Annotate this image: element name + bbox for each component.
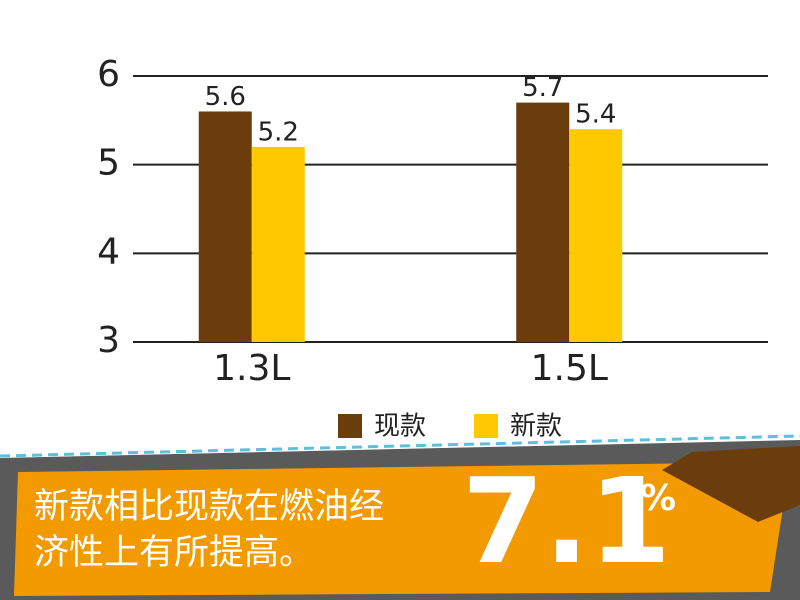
- banner-decoration: [662, 446, 800, 522]
- legend-label: 新款: [510, 412, 562, 442]
- bar: [198, 111, 252, 342]
- value-label: 5.4: [575, 100, 616, 130]
- legend-swatch: [474, 414, 498, 438]
- bar: [251, 146, 305, 342]
- bar: [569, 129, 623, 342]
- y-tick-label: 6: [97, 54, 120, 95]
- x-tick-label: 1.5L: [531, 348, 608, 389]
- value-label: 5.6: [205, 82, 246, 112]
- banner-dash: [0, 434, 800, 458]
- banner-panel: [14, 462, 790, 596]
- banner-unit: %: [640, 478, 676, 519]
- value-label: 5.2: [258, 117, 299, 147]
- value-label: 5.7: [522, 73, 563, 103]
- legend-label: 现款: [374, 412, 426, 442]
- banner-text: 济性上有所提高。: [34, 533, 314, 573]
- banner-text: 新款相比现款在燃油经: [34, 487, 384, 527]
- bar: [516, 102, 570, 342]
- y-tick-label: 5: [97, 143, 120, 184]
- x-tick-label: 1.3L: [213, 348, 290, 389]
- y-tick-label: 4: [97, 231, 120, 272]
- banner-stat: 7.1: [462, 452, 671, 590]
- legend-swatch: [338, 414, 362, 438]
- y-tick-label: 3: [97, 320, 120, 361]
